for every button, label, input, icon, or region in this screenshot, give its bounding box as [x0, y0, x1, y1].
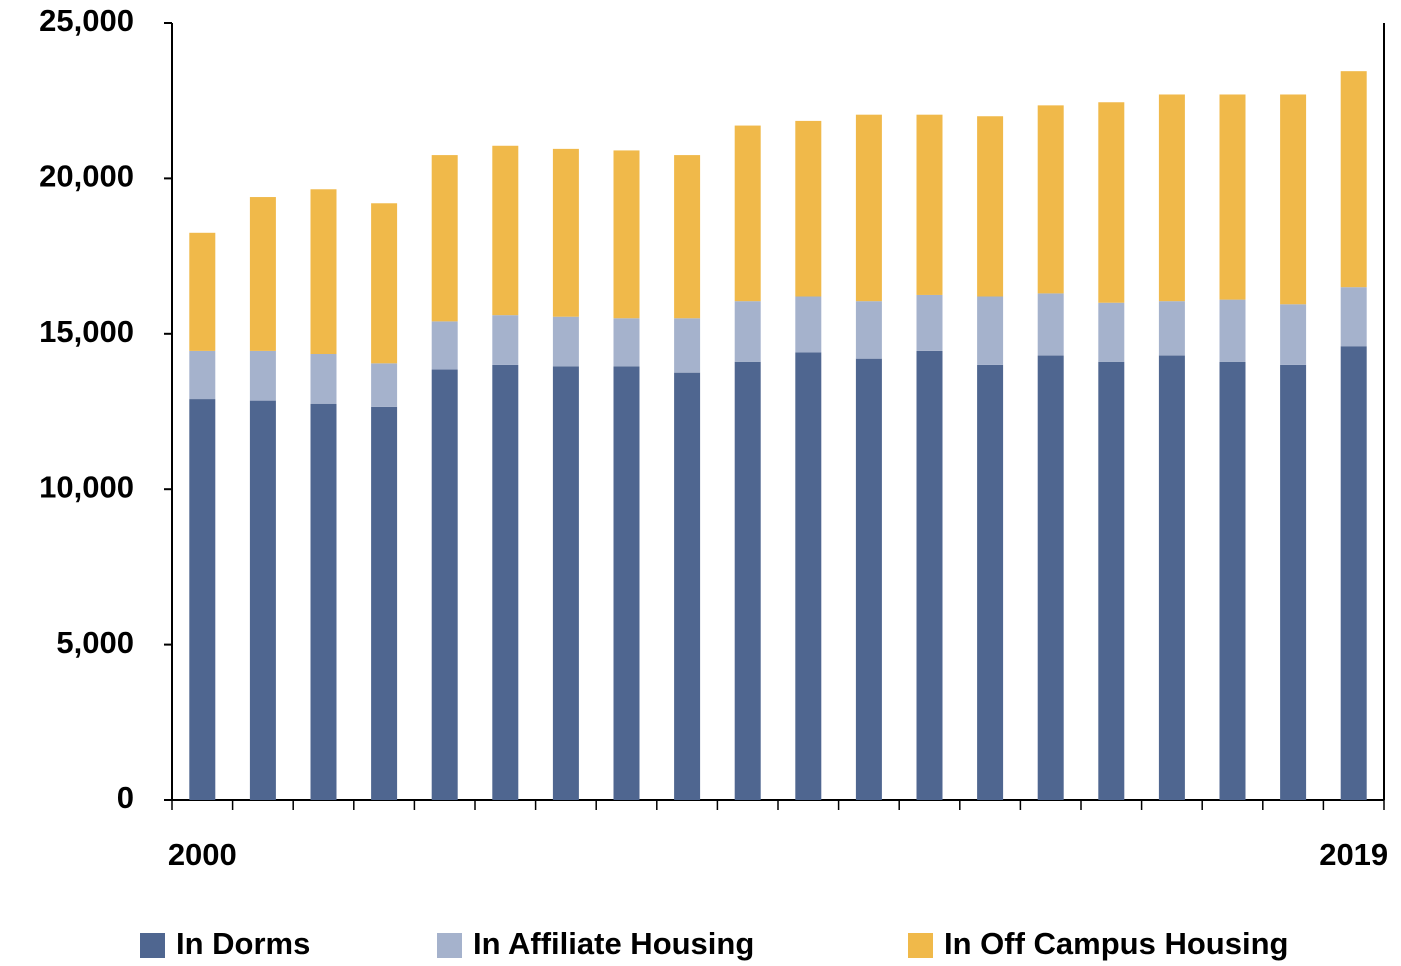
y-tick-label: 15,000 — [39, 314, 134, 349]
bar-segment — [431, 155, 458, 322]
bar-segment — [552, 316, 579, 367]
x-tick-label: 2000 — [168, 837, 237, 872]
bar-segment — [492, 364, 519, 800]
bar-segment — [855, 114, 882, 302]
bar-segment — [1098, 302, 1125, 362]
bar-segment — [855, 301, 882, 359]
bar-segment — [795, 352, 822, 800]
bar-segment — [189, 399, 216, 800]
bar-segment — [431, 369, 458, 800]
bar-segment — [1158, 94, 1185, 302]
bar-segment — [855, 358, 882, 800]
bar-segment — [977, 364, 1004, 800]
bar-segment — [371, 363, 398, 407]
bar-segment — [189, 350, 216, 400]
legend-label: In Affiliate Housing — [473, 926, 754, 961]
bar-segment — [916, 294, 943, 351]
legend-swatch — [140, 933, 165, 958]
bar-segment — [1037, 105, 1064, 294]
bar-segment — [613, 318, 640, 367]
bar-segment — [977, 296, 1004, 365]
bar-segment — [1098, 361, 1125, 800]
bar-segment — [1219, 94, 1246, 300]
bar-segment — [734, 361, 761, 800]
bar-segment — [431, 321, 458, 370]
bar-segment — [249, 197, 276, 351]
bar-segment — [1280, 364, 1307, 800]
bar-segment — [1158, 355, 1185, 800]
x-tick-label: 2019 — [1319, 837, 1388, 872]
legend-label: In Off Campus Housing — [944, 926, 1288, 961]
bar-segment — [310, 354, 337, 404]
bar-segment — [310, 189, 337, 355]
bar-segment — [795, 120, 822, 297]
bar-segment — [1098, 102, 1125, 303]
bar-segment — [1037, 293, 1064, 356]
legend-swatch — [908, 933, 933, 958]
bar-segment — [492, 145, 519, 316]
bar-segment — [1280, 304, 1307, 365]
bar-segment — [734, 301, 761, 362]
bar-segment — [249, 400, 276, 800]
bar-segment — [1340, 346, 1367, 800]
bar-segment — [674, 155, 701, 319]
bar-segment — [674, 372, 701, 800]
bar-segment — [552, 366, 579, 800]
bar-segment — [552, 148, 579, 317]
bar-segment — [1219, 361, 1246, 800]
bar-segment — [371, 203, 398, 364]
bar-segment — [613, 150, 640, 319]
bar-segment — [613, 366, 640, 800]
legend-swatch — [437, 933, 462, 958]
bar-segment — [371, 406, 398, 800]
bar-segment — [734, 125, 761, 302]
y-tick-label: 25,000 — [39, 3, 134, 38]
bar-segment — [916, 114, 943, 295]
legend-label: In Dorms — [176, 926, 310, 961]
bar-segment — [916, 350, 943, 800]
bar-segment — [674, 318, 701, 373]
bar-segment — [189, 232, 216, 351]
y-tick-label: 5,000 — [56, 625, 134, 660]
y-tick-label: 10,000 — [39, 469, 134, 504]
bar-segment — [1340, 71, 1367, 288]
bar-segment — [1219, 299, 1246, 362]
bar-segment — [310, 403, 337, 800]
bar-segment — [1037, 355, 1064, 800]
bar-segment — [1280, 94, 1307, 305]
bar-segment — [1340, 287, 1367, 347]
bar-segment — [249, 350, 276, 401]
y-tick-label: 20,000 — [39, 159, 134, 194]
bar-segment — [795, 296, 822, 353]
y-tick-label: 0 — [117, 780, 134, 815]
bar-segment — [977, 116, 1004, 297]
bar-segment — [1158, 301, 1185, 356]
bar-segment — [492, 315, 519, 365]
